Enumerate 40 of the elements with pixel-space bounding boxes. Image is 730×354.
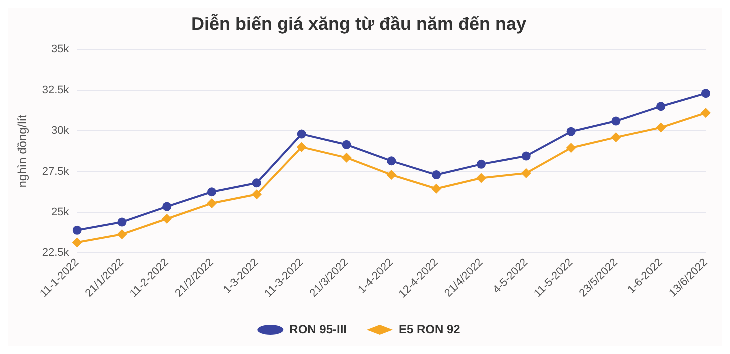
point [118, 218, 127, 227]
point [252, 190, 262, 200]
point [656, 102, 666, 112]
y-tick-label: 35k [52, 44, 70, 56]
point [207, 198, 218, 209]
point [342, 140, 352, 150]
chart-title: Diễn biến giá xăng từ đầu năm đến nay [191, 14, 527, 34]
point [566, 127, 576, 136]
point [387, 156, 396, 166]
point [162, 214, 172, 224]
point [162, 202, 172, 212]
point [476, 173, 486, 184]
point [522, 152, 531, 161]
point [296, 142, 307, 152]
y-tick-label: 25k [52, 206, 70, 219]
point [701, 108, 711, 118]
point [72, 238, 82, 248]
legend-label: RON 95-III [290, 322, 348, 336]
point [432, 184, 442, 194]
point [521, 168, 532, 178]
point [612, 116, 621, 126]
legend-label: E5 RON 92 [398, 322, 461, 336]
point [386, 170, 397, 180]
point [476, 160, 486, 169]
point [342, 152, 352, 163]
y-tick-label: 30k [52, 125, 70, 138]
point [252, 178, 262, 188]
y-axis-title: nghìn đồng/lít [16, 114, 30, 188]
point [566, 143, 576, 154]
point [656, 122, 666, 133]
point [702, 89, 710, 98]
point [611, 132, 622, 143]
point [72, 226, 82, 235]
point [208, 188, 217, 197]
point [297, 130, 306, 139]
point [117, 229, 128, 240]
y-tick-label: 27.5k [42, 166, 70, 178]
y-tick-label: 32.5k [42, 84, 70, 96]
y-tick-label: 22.5k [42, 247, 70, 260]
point [432, 170, 442, 180]
